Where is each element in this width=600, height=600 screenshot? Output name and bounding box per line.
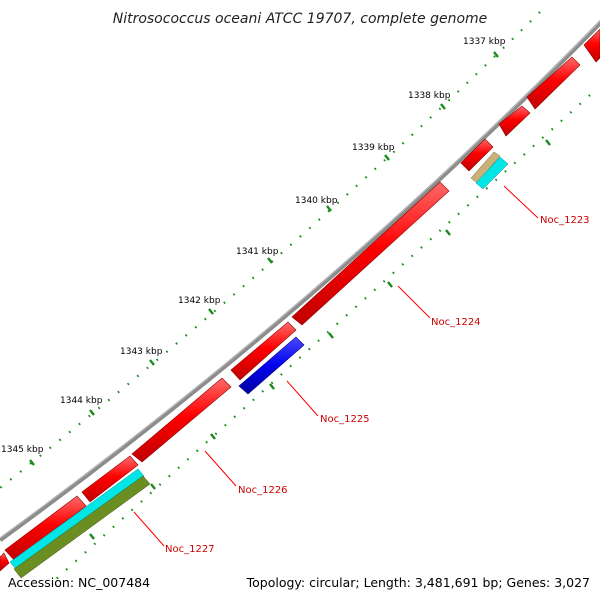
tick-label: 1340 kbp xyxy=(295,196,338,206)
topology-text: Topology: circular; Length: 3,481,691 bp… xyxy=(246,575,590,590)
gene-arrow[interactable] xyxy=(583,28,600,63)
genome-backbone xyxy=(0,19,600,542)
rna-feature[interactable] xyxy=(470,151,501,184)
gene-arrow-reverse[interactable] xyxy=(238,336,305,395)
gene-arrow[interactable] xyxy=(81,455,139,503)
reverse-features xyxy=(9,151,509,579)
gene-arrow[interactable] xyxy=(131,377,232,463)
outer-major-ticks xyxy=(29,51,499,466)
tick-label: 1343 kbp xyxy=(120,347,163,357)
tick-labels: 1337 kbp 1338 kbp 1339 kbp 1340 kbp 1341… xyxy=(1,37,506,455)
forward-genes xyxy=(0,28,600,572)
tick-label: 1341 kbp xyxy=(236,247,279,257)
tick-label: 1344 kbp xyxy=(60,396,103,406)
tick-label: 1345 kbp xyxy=(1,445,44,455)
tick-label: 1338 kbp xyxy=(408,91,451,101)
rna-feature[interactable] xyxy=(13,475,151,579)
gene-label-noc-1225[interactable]: Noc_1225 xyxy=(320,414,370,425)
tick-label: 1339 kbp xyxy=(352,143,395,153)
rna-feature[interactable] xyxy=(9,468,145,570)
label-leaders xyxy=(133,185,539,547)
gene-label-noc-1227[interactable]: Noc_1227 xyxy=(165,544,215,555)
gene-arrow[interactable] xyxy=(230,321,297,381)
inner-tick-dots xyxy=(54,94,591,581)
gene-arrow[interactable] xyxy=(4,495,87,561)
map-title: Nitrosococcus oceani ATCC 19707, complet… xyxy=(113,11,488,27)
gene-arrow[interactable] xyxy=(0,552,10,572)
gene-label-noc-1223[interactable]: Noc_1223 xyxy=(540,215,590,226)
gene-arrow[interactable] xyxy=(460,138,494,172)
gene-label-noc-1224[interactable]: Noc_1224 xyxy=(431,317,481,328)
gene-label-noc-1226[interactable]: Noc_1226 xyxy=(238,485,288,496)
gene-arrow[interactable] xyxy=(498,105,531,137)
tick-label: 1337 kbp xyxy=(463,37,506,47)
accession-text: Accession: NC_007484 xyxy=(8,575,151,590)
inner-major-ticks xyxy=(89,139,551,540)
gene-arrow[interactable] xyxy=(291,181,450,326)
rna-feature[interactable] xyxy=(475,156,509,190)
tick-label: 1342 kbp xyxy=(178,296,221,306)
gene-labels: Noc_1223 Noc_1224 Noc_1225 Noc_1226 Noc_… xyxy=(165,215,590,555)
gene-arrow[interactable] xyxy=(526,56,581,110)
